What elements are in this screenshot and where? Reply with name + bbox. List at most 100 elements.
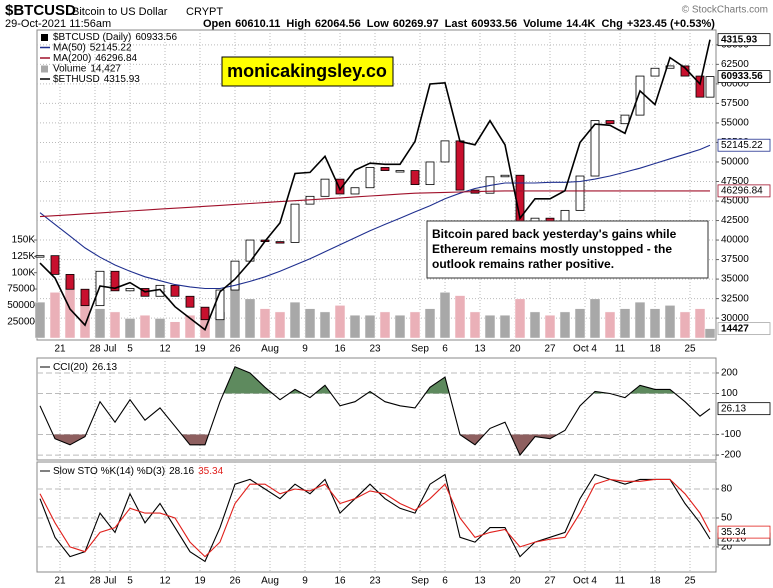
annotation: outlook remains rather positive. xyxy=(432,257,614,271)
volume-bar xyxy=(34,301,46,339)
x-tick-label: 9 xyxy=(302,344,308,355)
x-tick-label: 19 xyxy=(194,576,206,587)
volume-bar xyxy=(94,308,106,339)
x-tick-label: 23 xyxy=(369,344,381,355)
volume-bar xyxy=(634,301,646,339)
quote-value: 60610.11 xyxy=(235,18,280,30)
legend-entry: $ETHUSD 4315.93 xyxy=(53,74,140,85)
y-tick-label: 50000 xyxy=(721,157,749,168)
copyright: © StockCharts.com xyxy=(682,5,768,16)
x-tick-label: 6 xyxy=(442,576,448,587)
y-tick-label: 20 xyxy=(721,542,733,553)
candle xyxy=(635,75,645,116)
volume-bar xyxy=(274,311,286,339)
watermark: monicakingsley.co xyxy=(227,61,387,81)
annotation: Bitcoin pared back yesterday's gains whi… xyxy=(432,227,677,241)
last-value-label: 60933.56 xyxy=(721,71,763,82)
quote-line: Open 60610.11 High 62064.56 Low 60269.97 Last 6… xyxy=(203,18,715,30)
last-value-label: 52145.22 xyxy=(721,140,763,151)
volume-bar xyxy=(469,311,481,339)
x-tick-label: 13 xyxy=(474,576,486,587)
x-tick-label: Jul xyxy=(104,344,117,355)
candle xyxy=(350,187,360,195)
y-tick-label: 42500 xyxy=(721,215,749,226)
volume-bar xyxy=(559,311,571,339)
y-tick-label: 37500 xyxy=(721,254,749,265)
candle xyxy=(125,288,135,292)
last-value-box xyxy=(717,402,771,416)
x-tick-label: Jul xyxy=(104,576,117,587)
candle xyxy=(50,255,60,275)
volume-bar xyxy=(619,308,631,339)
legend-entry: MA(200) 46296.84 xyxy=(53,53,138,64)
legend-title: CCI(20) xyxy=(53,362,88,373)
y-tick-label: 60000 xyxy=(721,79,749,90)
last-value-box xyxy=(717,33,771,47)
x-tick-label: 23 xyxy=(369,576,381,587)
watermark-box xyxy=(221,56,394,87)
quote-value: +323.45 (+0.53%) xyxy=(627,18,715,30)
candle xyxy=(290,203,300,243)
exchange: CRYPT xyxy=(186,6,223,18)
volume-bar xyxy=(499,314,511,339)
volume-bar xyxy=(124,318,136,339)
candle xyxy=(170,284,180,297)
quote-label: High xyxy=(286,18,311,30)
x-tick-label: 5 xyxy=(127,576,133,587)
x-tick-label: Oct 4 xyxy=(573,576,597,587)
y3-tick-label: 25000 xyxy=(7,316,35,327)
candle xyxy=(440,140,450,163)
x-tick-label: 20 xyxy=(509,344,521,355)
y3-tick-label: 125K xyxy=(12,251,36,262)
y3-tick-label: 150K xyxy=(12,235,36,246)
x-tick-label: 11 xyxy=(615,576,626,587)
volume-bar xyxy=(319,311,331,339)
quote-label: Low xyxy=(367,18,389,30)
volume-bar xyxy=(704,328,716,339)
quote-value: 62064.56 xyxy=(315,18,361,30)
volume-bar xyxy=(484,314,496,339)
candle xyxy=(410,170,420,186)
volume-bar xyxy=(244,298,256,339)
candle xyxy=(110,270,120,292)
x-tick-label: 26 xyxy=(229,576,241,587)
candle xyxy=(455,140,465,191)
last-value-box xyxy=(717,322,771,336)
volume-bar xyxy=(49,292,61,339)
y-tick-label: 80 xyxy=(721,484,733,495)
volume-bar xyxy=(574,308,586,339)
volume-bar xyxy=(589,298,601,339)
candle xyxy=(80,288,90,307)
x-tick-label: 25 xyxy=(684,576,696,587)
candle xyxy=(665,65,675,69)
last-value-label: 26.13 xyxy=(721,403,746,414)
y-tick-label: 47500 xyxy=(721,176,749,187)
last-value-label: 46296.84 xyxy=(721,186,763,197)
volume-bar xyxy=(679,311,691,339)
quote-label: Chg xyxy=(601,18,622,30)
last-value-box xyxy=(717,70,771,83)
volume-bar xyxy=(409,311,421,339)
legend-entry: $BTCUSD (Daily) 60933.56 xyxy=(53,32,177,43)
candle xyxy=(650,67,660,77)
legend-entry: CCI(20) 26.13 xyxy=(53,362,117,373)
annotation-box xyxy=(426,220,709,279)
x-tick-label: 28 xyxy=(89,344,101,355)
candle xyxy=(200,306,210,321)
last-value-label: 35.34 xyxy=(721,527,746,538)
y-tick-label: 55000 xyxy=(721,118,749,129)
x-tick-label: 25 xyxy=(684,344,696,355)
y-tick-label: 30000 xyxy=(721,313,749,324)
volume-bar xyxy=(544,314,556,339)
candle xyxy=(320,178,330,197)
candle xyxy=(335,178,345,195)
x-tick-label: 19 xyxy=(194,344,206,355)
volume-bar xyxy=(334,305,346,339)
candle xyxy=(215,289,225,321)
volume-bar xyxy=(289,301,301,339)
volume-bar xyxy=(529,311,541,339)
legend-marker xyxy=(41,34,48,41)
volume-bar xyxy=(454,295,466,339)
quote-label: Volume xyxy=(523,18,562,30)
x-tick-label: 21 xyxy=(54,576,66,587)
